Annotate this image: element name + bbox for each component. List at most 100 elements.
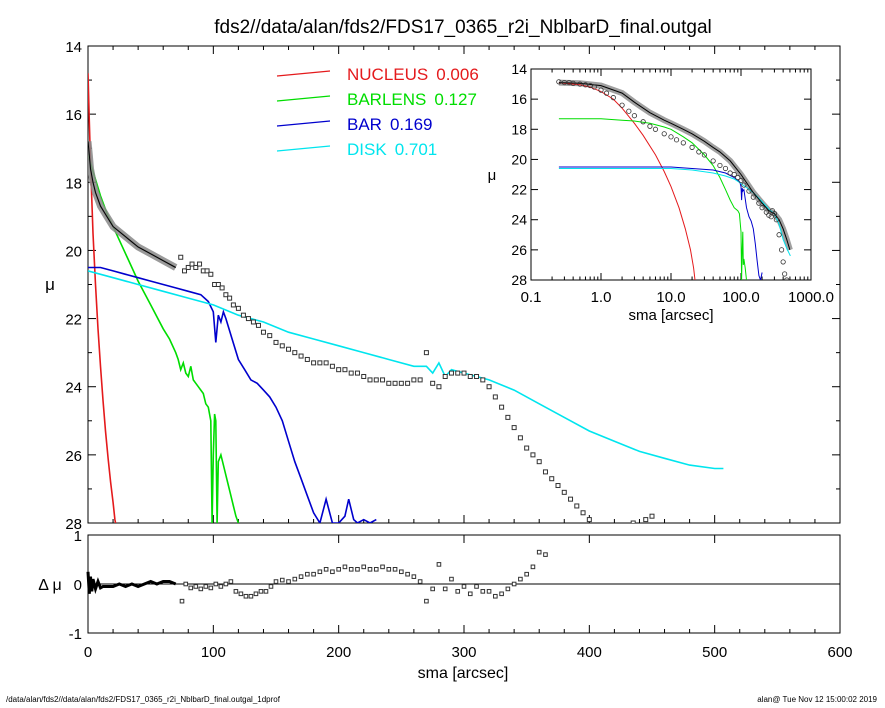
residual-point bbox=[198, 586, 204, 592]
residual-y-axis-label: Δ μ bbox=[38, 577, 61, 594]
residual-point bbox=[430, 586, 435, 592]
data-point bbox=[619, 541, 623, 545]
residual-point bbox=[392, 567, 398, 572]
legend-label-disk: DISK bbox=[347, 140, 387, 159]
data-point bbox=[182, 268, 188, 274]
residual-point bbox=[279, 577, 285, 583]
residual-point bbox=[233, 589, 239, 594]
inset-data-point bbox=[626, 108, 632, 114]
residual-point bbox=[342, 564, 348, 570]
legend-swatch-bar bbox=[276, 120, 331, 127]
inset-data-point bbox=[610, 95, 616, 101]
residual-point bbox=[203, 584, 209, 589]
inset-data-point bbox=[746, 188, 752, 194]
residual-point bbox=[311, 571, 316, 577]
inset-data-point bbox=[756, 200, 762, 206]
inset-data-point bbox=[652, 126, 659, 132]
inset-data-point bbox=[640, 119, 646, 125]
residual-point bbox=[193, 584, 199, 589]
inset-y-tick-label: 16 bbox=[511, 91, 527, 107]
data-point bbox=[580, 510, 586, 516]
residual-y-tick-label: -1 bbox=[69, 626, 82, 643]
legend-swatch-barlens bbox=[276, 95, 331, 102]
residual-point bbox=[286, 579, 291, 584]
data-point bbox=[568, 496, 574, 502]
residual-point bbox=[298, 574, 304, 579]
main-y-tick-label: 18 bbox=[65, 175, 82, 192]
data-point bbox=[492, 394, 498, 400]
series-line-bar bbox=[88, 266, 377, 523]
data-point bbox=[354, 370, 360, 376]
data-point bbox=[348, 370, 354, 376]
data-point bbox=[417, 377, 423, 383]
residual-point bbox=[486, 589, 492, 594]
inset-data-point bbox=[701, 152, 707, 158]
residual-point bbox=[213, 581, 219, 587]
residual-point bbox=[253, 591, 259, 597]
data-point bbox=[245, 316, 251, 322]
residual-point bbox=[268, 584, 274, 589]
main-plot-area bbox=[88, 73, 724, 545]
residual-point bbox=[273, 579, 279, 584]
inset-y-axis-label: μ bbox=[488, 167, 497, 184]
inset-data-point bbox=[717, 162, 723, 169]
data-point bbox=[250, 319, 256, 325]
data-point bbox=[193, 264, 199, 270]
data-point bbox=[227, 295, 233, 301]
data-point bbox=[386, 380, 392, 386]
data-point bbox=[323, 360, 329, 366]
data-point bbox=[467, 373, 473, 379]
inset-data-point bbox=[731, 171, 737, 178]
main-y-tick-label: 22 bbox=[65, 312, 82, 329]
inset-panel: 0.1 1.0 10.0 100.0 1000.0 14 16 18 20 22 24 26 28 μ sm… bbox=[488, 61, 834, 324]
residual-point bbox=[367, 567, 373, 572]
residual-point bbox=[524, 571, 529, 577]
residual-point bbox=[411, 574, 417, 579]
inset-plot-frame bbox=[530, 68, 812, 281]
main-y-tick-label: 26 bbox=[65, 448, 82, 465]
data-point bbox=[480, 377, 486, 383]
residual-point bbox=[474, 584, 479, 589]
inset-data-point bbox=[668, 134, 674, 140]
data-point bbox=[329, 363, 335, 369]
data-point bbox=[223, 292, 229, 298]
residual-point bbox=[505, 586, 511, 592]
legend-label-nucleus: NUCLEUS bbox=[347, 65, 428, 84]
data-point bbox=[405, 380, 411, 386]
inset-data-point bbox=[771, 211, 777, 217]
data-point bbox=[555, 483, 561, 489]
series-line-barlens bbox=[88, 154, 240, 523]
residual-point bbox=[480, 589, 486, 594]
inset-y-tick-label: 28 bbox=[511, 272, 527, 288]
main-y-tick-label: 20 bbox=[65, 243, 82, 260]
footer-right: alan@ Tue Nov 12 15:00:02 2019 bbox=[757, 695, 877, 704]
residual-point bbox=[183, 581, 189, 587]
legend-label-bar: BAR bbox=[347, 115, 382, 134]
inset-data-point bbox=[738, 177, 744, 184]
data-point bbox=[286, 346, 292, 352]
data-point bbox=[530, 452, 536, 458]
inset-x-tick-label: 1000.0 bbox=[788, 289, 834, 306]
inset-series-line-nucleus bbox=[558, 82, 696, 280]
data-point bbox=[215, 282, 221, 287]
inset-data-point bbox=[577, 81, 583, 87]
inset-series-line-bar bbox=[558, 166, 763, 280]
data-point bbox=[536, 459, 542, 465]
inset-data-point bbox=[778, 247, 785, 253]
inset-data-point bbox=[784, 277, 790, 280]
residual-point bbox=[449, 576, 454, 582]
data-point bbox=[430, 380, 436, 386]
main-y-tick-label: 28 bbox=[65, 516, 82, 533]
legend-fraction-disk: 0.701 bbox=[395, 140, 438, 159]
residual-point bbox=[442, 586, 448, 592]
residual-point bbox=[380, 564, 385, 570]
data-point bbox=[448, 370, 454, 376]
main-panel: 14 16 18 20 22 24 26 28 μ bbox=[45, 39, 841, 545]
inset-data-point bbox=[768, 214, 774, 220]
inset-y-tick-label: 14 bbox=[511, 61, 527, 77]
residual-point bbox=[223, 581, 229, 587]
model-line bbox=[88, 141, 176, 268]
data-point bbox=[594, 524, 598, 528]
